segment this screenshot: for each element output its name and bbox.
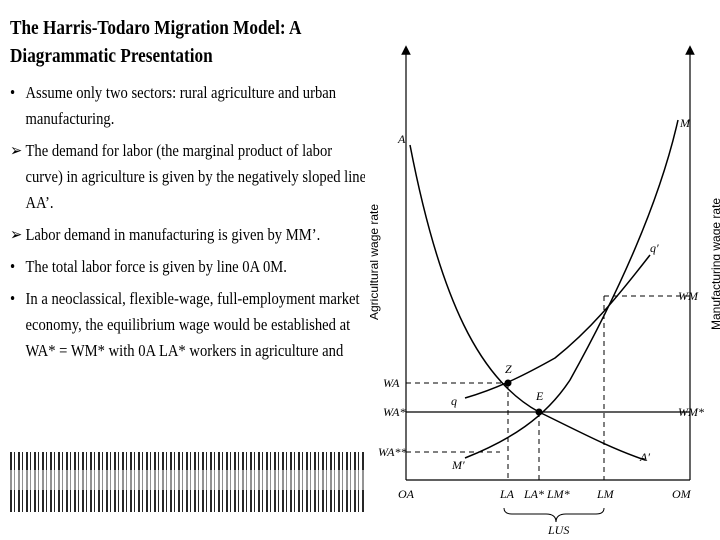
bullet-marker: ➢ <box>10 141 23 160</box>
label-m-prime: M′ <box>451 458 465 472</box>
label-a-prime: A′ <box>639 450 650 464</box>
bullet-text: Assume only two sectors: rural agricultu… <box>25 83 337 128</box>
bullet-marker: ➢ <box>10 225 23 244</box>
label-z: Z <box>505 362 512 376</box>
bullet-text: Labor demand in manufacturing is given b… <box>25 225 321 244</box>
bullet-item: ➢ Labor demand in manufacturing is given … <box>10 222 365 248</box>
point-z <box>504 379 512 387</box>
tick-wa-2star: WA** <box>378 445 407 459</box>
curve-mm-prime <box>464 119 679 459</box>
lus-brace <box>503 507 605 523</box>
harris-todaro-diagram: A A′ M M′ q q′ Z E WA WA* WA** WM WM* OA… <box>370 45 720 537</box>
point-e <box>535 408 543 416</box>
tick-wm: WM <box>678 289 699 303</box>
bullet-item: • Assume only two sectors: rural agricult… <box>10 80 365 132</box>
bullet-marker: • <box>10 289 16 308</box>
label-a: A <box>397 132 406 146</box>
label-lus: LUS <box>547 523 569 537</box>
label-e: E <box>535 389 544 403</box>
label-om: OM <box>672 487 692 501</box>
bullet-marker: • <box>10 257 16 276</box>
slide-text-panel: The Harris-Todaro Migration Model: A Dia… <box>10 14 365 514</box>
bullet-item: ➢ The demand for labor (the marginal prod… <box>10 138 365 216</box>
label-q-prime: q′ <box>650 241 659 255</box>
curve-qq-prime <box>464 254 651 399</box>
tick-wa-star: WA* <box>383 405 406 419</box>
tick-wm-star: WM* <box>678 405 704 419</box>
slide-title: The Harris-Todaro Migration Model: A Dia… <box>10 17 301 67</box>
bullet-text: The demand for labor (the marginal produ… <box>25 141 365 212</box>
label-la: LA <box>499 487 515 501</box>
left-axis-title: Agricultural wage rate <box>370 204 381 320</box>
bullet-marker: • <box>10 83 16 102</box>
curve-aa-prime <box>409 144 646 461</box>
bullet-text: In a neoclassical, flexible-wage, full-e… <box>25 289 360 360</box>
label-oa: OA <box>398 487 415 501</box>
right-axis-title: Manufacturing wage rate <box>709 198 720 330</box>
label-lm: LM <box>596 487 615 501</box>
label-m: M <box>679 116 691 130</box>
bullet-item: • In a neoclassical, flexible-wage, full-… <box>10 286 365 364</box>
label-la-star-lm-star: LA* LM* <box>523 487 570 501</box>
tick-wa: WA <box>383 376 400 390</box>
bullet-text: The total labor force is given by line 0… <box>25 257 287 276</box>
label-q: q <box>451 394 457 408</box>
garbled-text-overlay <box>10 470 365 490</box>
bullet-item: • The total labor force is given by line … <box>10 254 365 280</box>
